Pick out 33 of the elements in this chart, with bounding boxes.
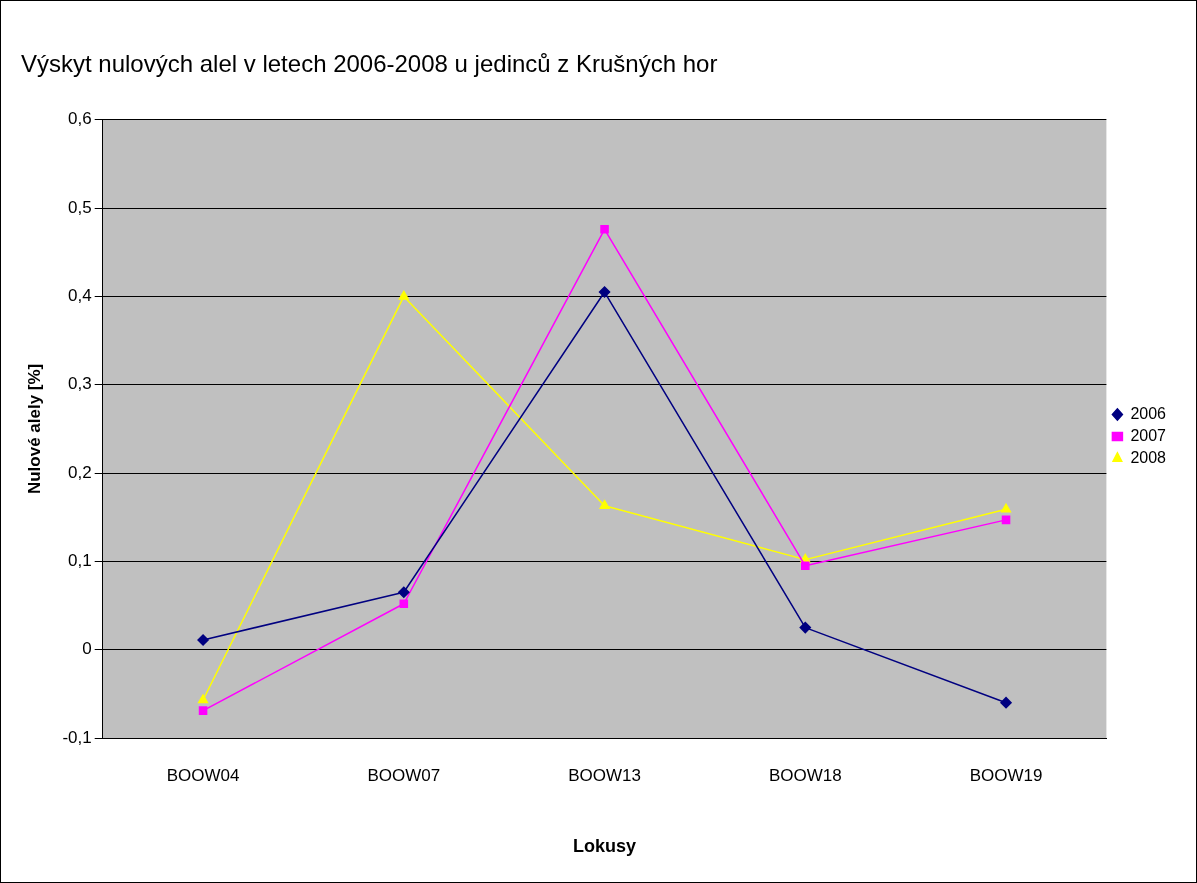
y-tick-label: 0,4 — [68, 286, 92, 306]
point — [599, 499, 610, 509]
y-tick-label: 0,5 — [68, 197, 92, 217]
x-tick-label: BOOW19 — [969, 765, 1043, 785]
point — [801, 561, 810, 571]
chart-title: Výskyt nulových alel v letech 2006-2008 u jedinců z Krušných hor — [21, 50, 718, 78]
y-tick-label: 0,1 — [68, 551, 92, 571]
legend-label: 2006 — [1130, 404, 1167, 422]
y-tick-label: 0 — [82, 639, 92, 659]
point — [399, 599, 409, 609]
x-tick-label: BOOW07 — [367, 765, 441, 785]
point — [799, 621, 812, 634]
x-tick-label: BOOW13 — [568, 765, 641, 785]
legend-label: 2008 — [1130, 448, 1167, 466]
x-tick-label: BOOW04 — [166, 765, 240, 785]
point — [197, 694, 209, 704]
y-axis-title: Nulové alely [%] — [24, 363, 44, 495]
y-tick-label: -0,1 — [62, 727, 92, 747]
point — [198, 706, 208, 715]
point — [1001, 515, 1011, 525]
point — [398, 290, 409, 300]
y-tick-label: 0,2 — [68, 462, 92, 482]
x-tick-label: BOOW18 — [768, 765, 842, 785]
y-tick-label: 0,3 — [68, 374, 92, 394]
point — [197, 634, 209, 646]
point — [1000, 503, 1012, 513]
point — [598, 286, 611, 298]
point — [1000, 696, 1012, 709]
legend-label: 2007 — [1130, 426, 1167, 444]
y-tick-label: 0,6 — [68, 109, 92, 129]
x-axis-title: Lokusy — [573, 836, 637, 857]
point — [398, 586, 410, 599]
point — [600, 225, 609, 234]
